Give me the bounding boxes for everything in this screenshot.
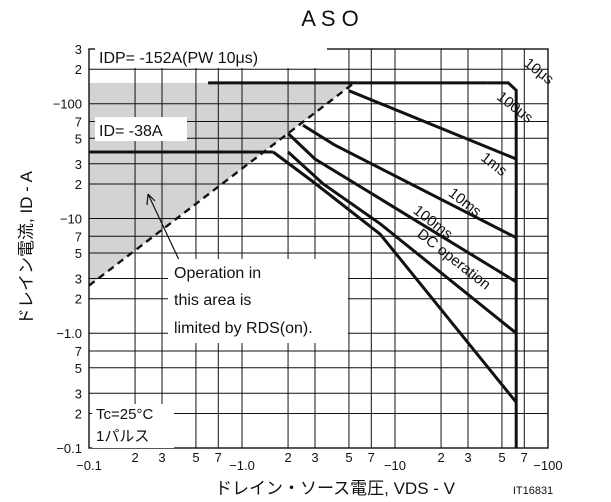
series-line bbox=[302, 123, 517, 240]
x-tick-label: 3 bbox=[464, 450, 471, 465]
x-tick-label: 7 bbox=[521, 450, 528, 465]
x-tick-label: 7 bbox=[368, 450, 375, 465]
x-tick-labels: −0.1 2 3 5 7 −1.0 2 3 5 7 −10 2 3 5 7 −100 bbox=[76, 450, 562, 473]
x-tick-label: −10 bbox=[384, 458, 406, 473]
callout-arrowhead bbox=[146, 193, 156, 206]
series-line bbox=[487, 81, 518, 448]
y-tick-label: −1.0 bbox=[56, 326, 82, 341]
y-tick-label: 2 bbox=[75, 292, 82, 307]
curve-label: 10μs bbox=[521, 55, 557, 89]
callout-arrow bbox=[147, 193, 181, 263]
x-tick-label: 5 bbox=[192, 450, 199, 465]
series-line bbox=[348, 89, 517, 161]
idp-annotation: IDP= -152A(PW 10μs) bbox=[95, 44, 327, 68]
figure-id: IT16831 bbox=[513, 485, 553, 497]
y-axis-label: ドレイン電流, ID - A bbox=[17, 170, 36, 325]
region-note-line-2: this area is bbox=[174, 292, 251, 309]
y-tick-label: 5 bbox=[75, 246, 82, 261]
condition-line-1: Tc=25°C bbox=[96, 406, 153, 423]
y-tick-label: 7 bbox=[75, 344, 82, 359]
curve-label: 10ms bbox=[445, 184, 484, 220]
x-tick-label: −100 bbox=[533, 458, 562, 473]
id-annotation: ID= -38A bbox=[95, 117, 187, 141]
y-tick-label: 3 bbox=[75, 157, 82, 172]
series-lines bbox=[88, 81, 518, 448]
y-tick-label: 5 bbox=[75, 361, 82, 376]
x-tick-label: 7 bbox=[215, 450, 222, 465]
x-tick-label: 2 bbox=[437, 450, 444, 465]
y-tick-label: 2 bbox=[75, 62, 82, 77]
series-line bbox=[287, 132, 517, 284]
x-tick-label: 5 bbox=[498, 450, 505, 465]
region-note-line-3: limited by RDS(on). bbox=[174, 320, 313, 337]
y-tick-label: −0.1 bbox=[56, 441, 82, 456]
y-tick-label: 7 bbox=[75, 115, 82, 130]
region-note: Operation in this area is limited by RDS… bbox=[168, 259, 348, 343]
condition-note: Tc=25°C 1パルス bbox=[92, 404, 174, 448]
series-line bbox=[272, 150, 518, 404]
y-tick-label: 5 bbox=[75, 131, 82, 146]
x-axis-label: ドレイン・ソース電圧, VDS - V bbox=[215, 479, 456, 498]
y-tick-label: 2 bbox=[75, 406, 82, 421]
x-tick-label: 2 bbox=[131, 450, 138, 465]
chart-title: A S O bbox=[301, 6, 358, 31]
series-line bbox=[88, 81, 355, 287]
x-tick-label: 5 bbox=[345, 450, 352, 465]
y-tick-label: −100 bbox=[53, 97, 82, 112]
condition-line-2: 1パルス bbox=[96, 428, 149, 445]
x-tick-label: 2 bbox=[284, 450, 291, 465]
idp-label: IDP= -152A(PW 10μs) bbox=[99, 50, 258, 67]
y-tick-label: 3 bbox=[75, 42, 82, 57]
x-tick-label: 3 bbox=[311, 450, 318, 465]
x-tick-label: −0.1 bbox=[76, 458, 102, 473]
y-tick-label: 3 bbox=[75, 386, 82, 401]
y-tick-label: 2 bbox=[75, 177, 82, 192]
id-label: ID= -38A bbox=[99, 123, 163, 140]
x-tick-label: −1.0 bbox=[229, 458, 255, 473]
region-note-line-1: Operation in bbox=[174, 265, 261, 282]
y-tick-label: 7 bbox=[75, 229, 82, 244]
series-line bbox=[287, 150, 518, 335]
y-tick-label: −10 bbox=[60, 211, 82, 226]
y-tick-label: 3 bbox=[75, 272, 82, 287]
x-tick-label: 3 bbox=[158, 450, 165, 465]
